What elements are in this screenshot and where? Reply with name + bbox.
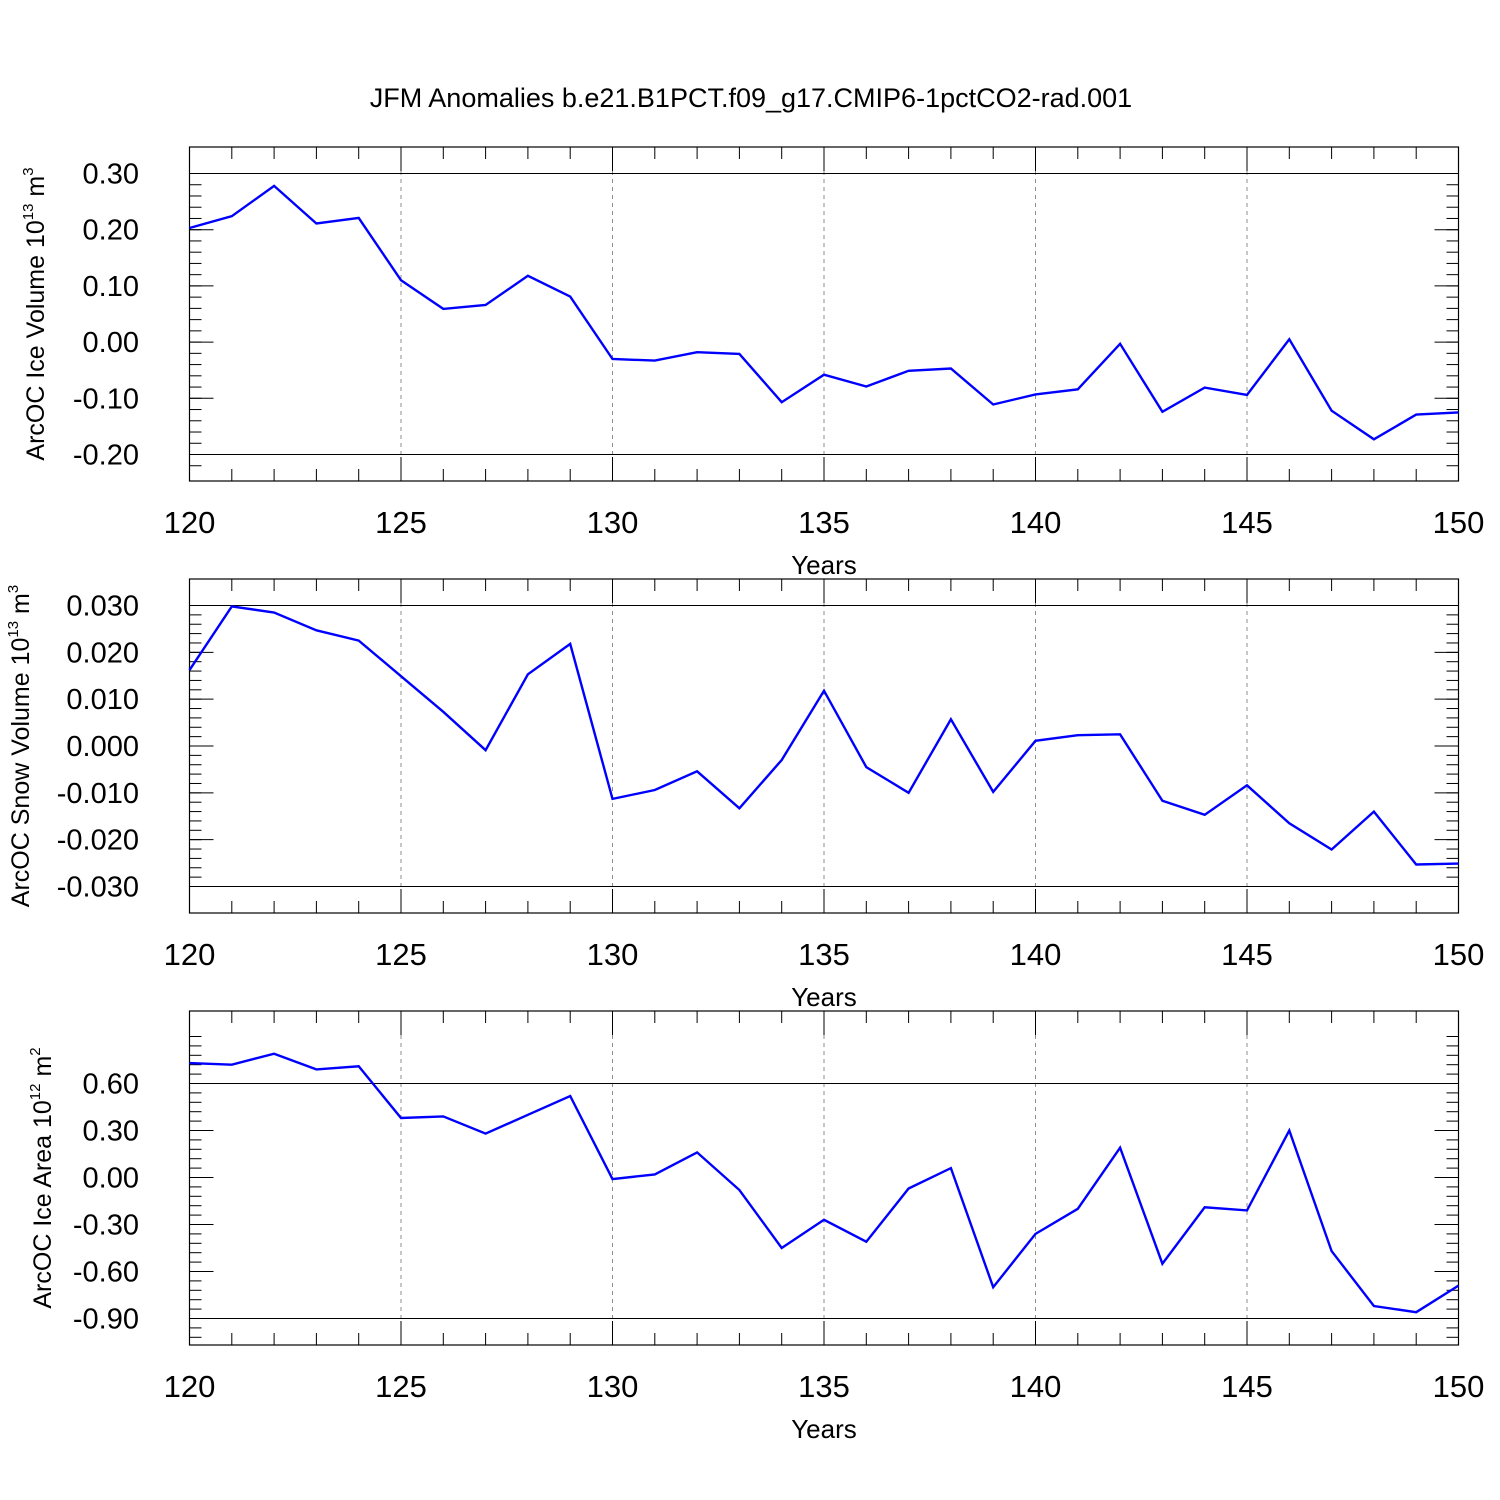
- x-tick-label: 120: [164, 1369, 216, 1404]
- x-tick-label: 130: [587, 937, 639, 972]
- x-tick-label: 145: [1221, 505, 1273, 540]
- x-tick-label: 120: [164, 937, 216, 972]
- x-tick-label: 140: [1010, 505, 1062, 540]
- x-tick-label: 135: [798, 937, 850, 972]
- x-tick-label: 130: [587, 1369, 639, 1404]
- y-tick-label: 0.30: [83, 159, 139, 191]
- x-tick-label: 145: [1221, 1369, 1273, 1404]
- chart-panel-3: 0.60 0.30 0.00 -0.30 -0.60 -0.90 120 125 130 135 1…: [27, 1010, 1485, 1444]
- y-tick-label: 0.00: [83, 1163, 139, 1195]
- x-tick-label: 125: [375, 937, 427, 972]
- y-tick-label: -0.90: [73, 1304, 139, 1336]
- y-tick-label: 0.000: [66, 731, 139, 763]
- y-tick-label: 0.010: [66, 684, 139, 716]
- x-tick-label: 140: [1010, 1369, 1062, 1404]
- x-tick-label: 140: [1010, 937, 1062, 972]
- y-tick-label: -0.20: [73, 440, 139, 472]
- x-tick-label: 125: [375, 1369, 427, 1404]
- x-axis-title: Years: [791, 550, 857, 580]
- y-tick-label: -0.020: [57, 825, 139, 857]
- x-tick-label: 135: [798, 1369, 850, 1404]
- y-tick-label: -0.010: [57, 778, 139, 810]
- y-tick-label: -0.60: [73, 1257, 139, 1289]
- x-tick-label: 120: [164, 505, 216, 540]
- y-axis-title: ArcOC Snow Volume 1013 m3: [5, 585, 35, 907]
- y-axis-title: ArcOC Ice Volume 1013 m3: [20, 167, 50, 460]
- y-tick-label: -0.030: [57, 872, 139, 904]
- y-tick-label: 0.020: [66, 637, 139, 669]
- x-tick-label: 145: [1221, 937, 1273, 972]
- y-tick-label: 0.60: [83, 1069, 139, 1101]
- y-tick-label: -0.30: [73, 1210, 139, 1242]
- x-tick-label: 125: [375, 505, 427, 540]
- y-axis-title: ArcOC Ice Area 1012 m2: [27, 1047, 57, 1308]
- y-tick-label: 0.30: [83, 1116, 139, 1148]
- x-tick-label: 150: [1433, 505, 1485, 540]
- y-tick-label: -0.10: [73, 383, 139, 415]
- y-tick-label: 0.20: [83, 215, 139, 247]
- x-tick-label: 150: [1433, 937, 1485, 972]
- y-tick-label: 0.030: [66, 591, 139, 623]
- series-line-1: [189, 184, 1459, 441]
- chart-panel-2: 0.030 0.020 0.010 0.000 -0.010 -0.020 -0.030 12…: [5, 578, 1485, 1012]
- chart-panel-1: 0.30 0.20 0.10 0.00 -0.10 -0.20 120 125 130 135 14…: [20, 146, 1485, 580]
- figure-title: JFM Anomalies b.e21.B1PCT.f09_g17.CMIP6-…: [370, 83, 1132, 113]
- x-tick-label: 135: [798, 505, 850, 540]
- x-tick-label: 130: [587, 505, 639, 540]
- y-tick-label: 0.10: [83, 271, 139, 303]
- y-tick-label: 0.00: [83, 327, 139, 359]
- x-axis-title: Years: [791, 1414, 857, 1444]
- x-tick-label: 150: [1433, 1369, 1485, 1404]
- panels: 0.30 0.20 0.10 0.00 -0.10 -0.20 120 125 130 135 14…: [5, 146, 1485, 1444]
- x-axis-title: Years: [791, 982, 857, 1012]
